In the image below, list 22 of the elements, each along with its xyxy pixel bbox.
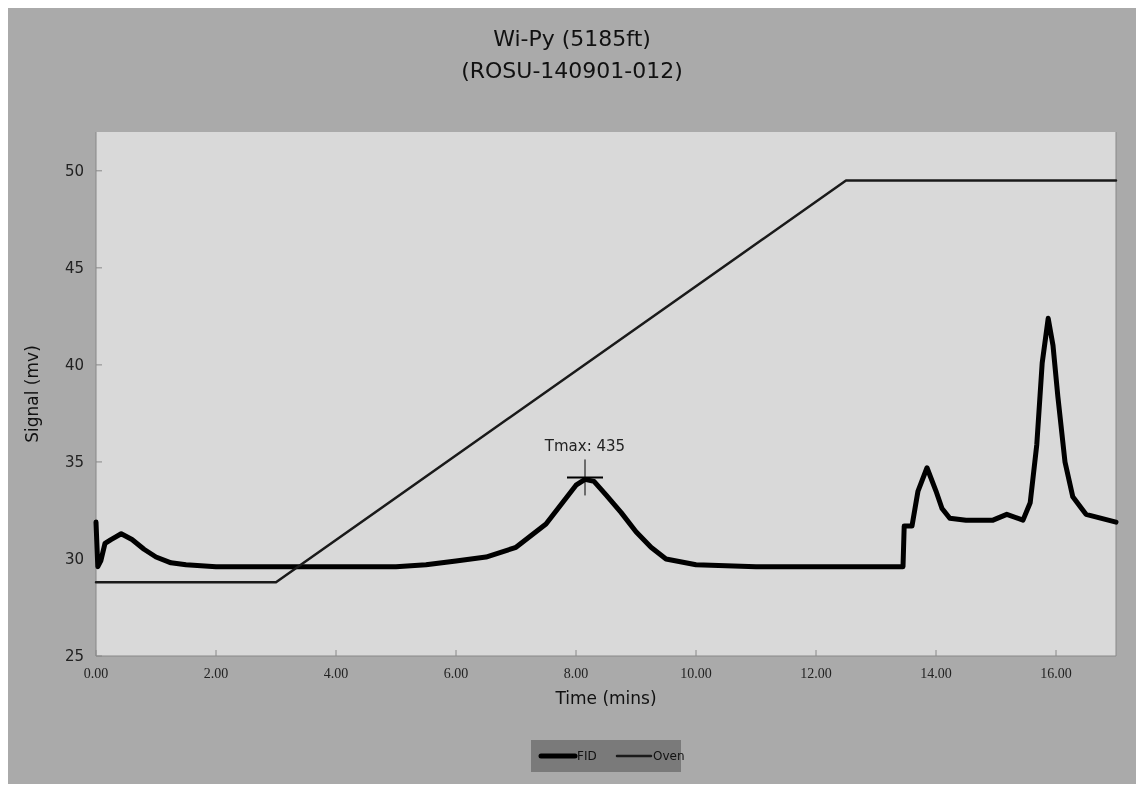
y-axis-title: Signal (mv): [22, 345, 42, 443]
x-tick-label: 2.00: [203, 666, 229, 681]
chart-title: Wi-Py (5185ft): [493, 26, 651, 51]
annotation: Tmax: 435: [543, 437, 626, 456]
x-tick-label: 8.00: [563, 666, 589, 681]
x-axis-title: Time (mins): [554, 688, 657, 708]
y-tick-label: 30: [64, 550, 84, 569]
y-tick-label: 35: [64, 453, 84, 472]
x-tick-label: 14.00: [920, 666, 952, 681]
legend-label: FID: [577, 749, 597, 764]
y-tick-label: 40: [64, 356, 84, 375]
y-tick-label: 50: [64, 162, 84, 181]
chart-subtitle: (ROSU-140901-012): [461, 58, 683, 83]
x-tick-label: 0.00: [83, 666, 109, 681]
y-tick-label: 45: [64, 259, 84, 278]
x-tick-label: 6.00: [443, 666, 469, 681]
x-tick-label: 10.00: [680, 666, 712, 681]
y-tick-label: 25: [64, 647, 84, 666]
x-tick-label: 12.00: [800, 666, 832, 681]
legend-label: Oven: [653, 749, 685, 764]
x-tick-label: 16.00: [1040, 666, 1072, 681]
x-tick-label: 4.00: [323, 666, 349, 681]
